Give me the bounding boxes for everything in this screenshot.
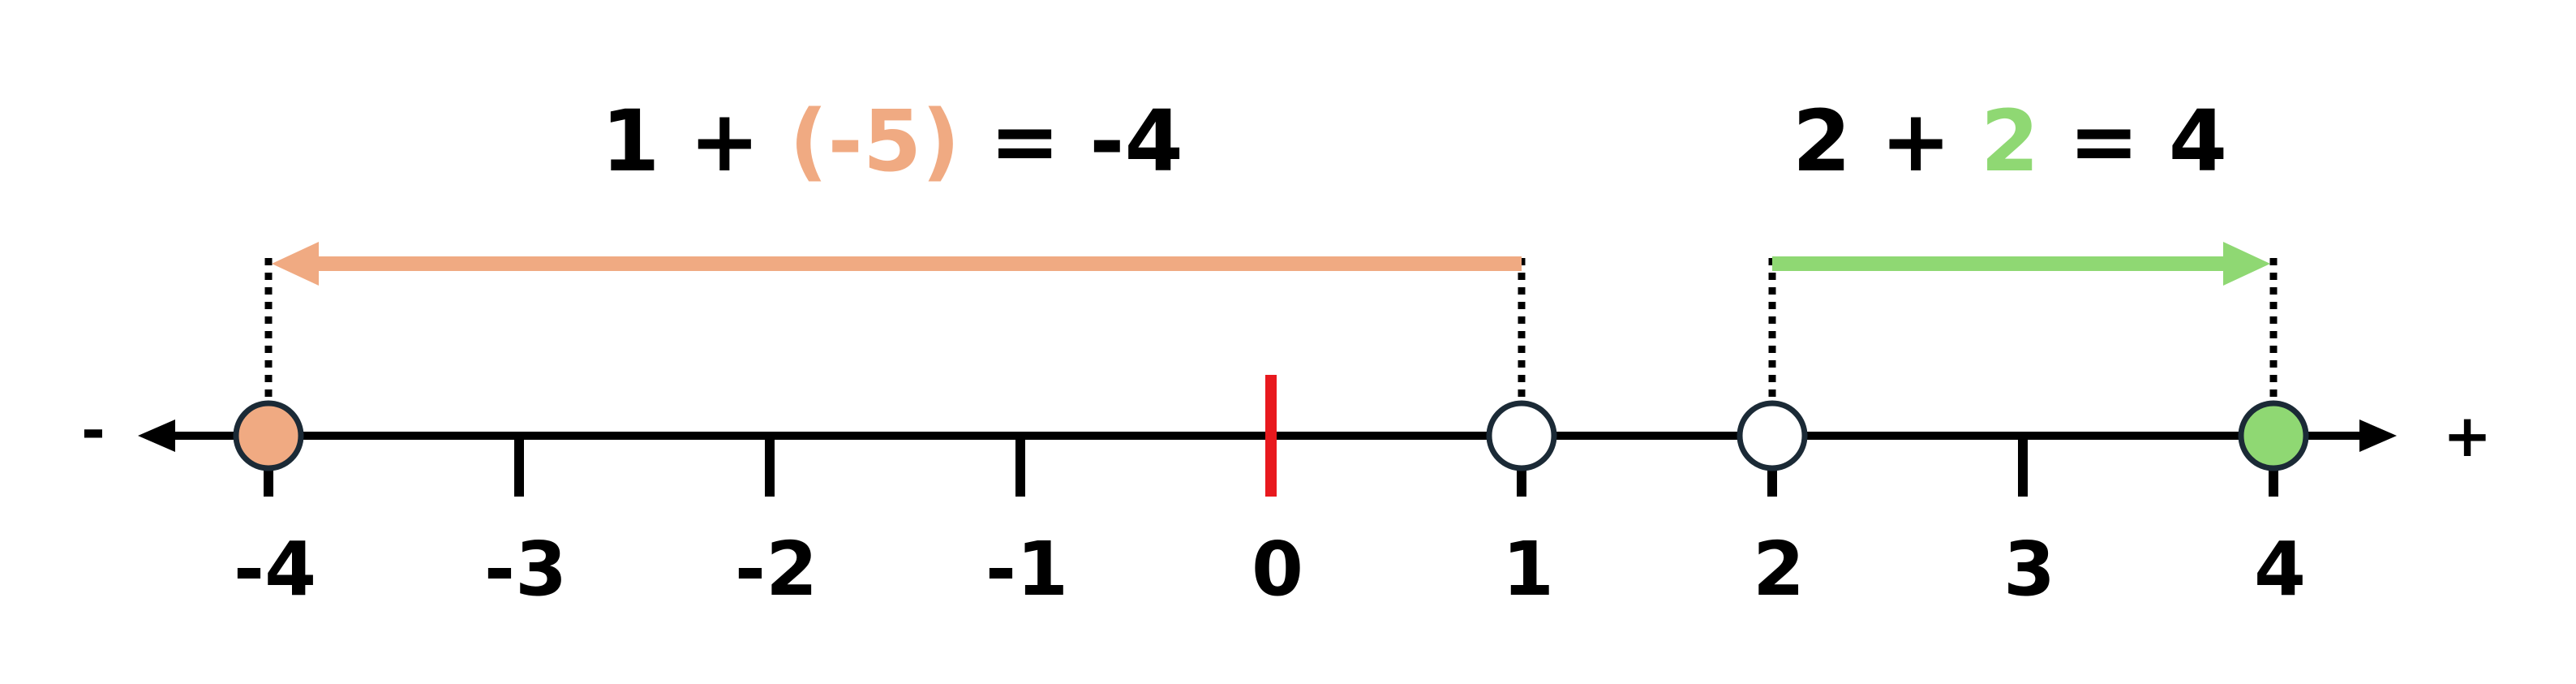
tick-label: -2: [735, 526, 818, 613]
negative-direction-sign: -: [81, 396, 105, 464]
equation-result: -4: [1089, 92, 1183, 191]
example-addition: 2 + 2 = 4: [1737, 92, 2309, 471]
tick-label: -1: [985, 526, 1068, 613]
equation-operand-a: 2: [1792, 92, 1851, 191]
tick-label: 0: [1252, 526, 1303, 613]
positive-direction-sign: +: [2443, 402, 2492, 470]
equation-operand-b: 2: [1981, 92, 2039, 191]
equation-result: 4: [2169, 92, 2227, 191]
equation: 2 + 2 = 4: [1792, 92, 2227, 191]
equation-equals: =: [990, 92, 1060, 191]
tick-labels: -4 -3 -2 -1 0 1 2 3 4: [234, 526, 2306, 613]
tick-label: 2: [1753, 526, 1805, 613]
end-point-filled-circle: [2238, 400, 2309, 471]
jump-arrowhead: [272, 242, 319, 286]
tick-label: 1: [1502, 526, 1554, 613]
start-point-open-circle: [1486, 400, 1557, 471]
equation-paren-close: ): [921, 92, 960, 191]
equation-operand-a: 1: [601, 92, 659, 191]
axis-right-arrowhead: [2359, 419, 2397, 452]
tick-label: 3: [2003, 526, 2055, 613]
tick-label: 4: [2254, 526, 2306, 613]
equation: 1 + (-5) = -4: [601, 92, 1183, 191]
tick-label: -3: [484, 526, 567, 613]
end-point-filled-circle: [233, 400, 304, 471]
equation-paren-open: (: [789, 92, 828, 191]
equation-plus: +: [1880, 92, 1951, 191]
equation-operand-b: -5: [828, 92, 922, 191]
start-point-open-circle: [1737, 400, 1808, 471]
example-subtraction: 1 + (-5) = -4: [233, 92, 1557, 471]
axis-left-arrowhead: [138, 419, 175, 452]
jump-arrowhead: [2223, 242, 2270, 286]
tick-label: -4: [234, 526, 316, 613]
equation-equals: =: [2068, 92, 2139, 191]
equation-plus: +: [689, 92, 760, 191]
